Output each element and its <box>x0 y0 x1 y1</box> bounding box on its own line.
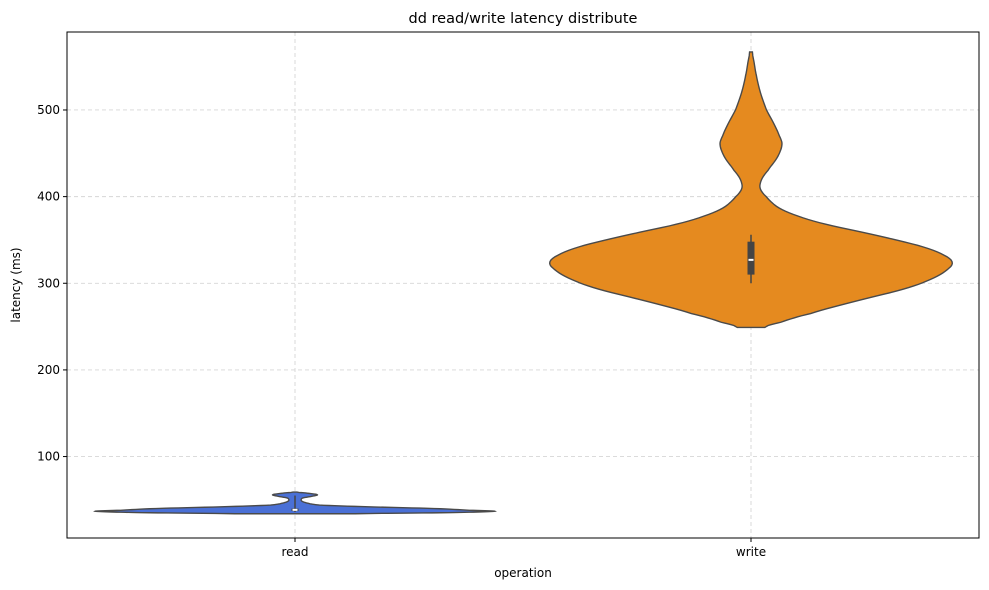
violin-write <box>548 51 954 329</box>
y-tick-label: 500 <box>37 103 60 117</box>
x-tick-label: write <box>736 545 766 559</box>
plot-frame <box>66 31 980 539</box>
chart-title: dd read/write latency distribute <box>409 11 638 27</box>
y-tick-label: 400 <box>37 190 60 204</box>
iqr-box-write <box>747 241 755 275</box>
y-tick-label: 100 <box>37 450 60 464</box>
median-marker-read <box>292 508 298 511</box>
y-tick-label: 200 <box>37 363 60 377</box>
y-axis: 100 200 300 400 500 <box>37 103 67 464</box>
y-tick-label: 300 <box>37 276 60 290</box>
x-axis: read write <box>281 538 766 559</box>
median-marker-write <box>748 258 754 261</box>
violin-series <box>93 51 954 515</box>
x-axis-label: operation <box>494 566 552 580</box>
y-axis-label: latency (ms) <box>9 247 23 322</box>
x-tick-label: read <box>281 545 308 559</box>
